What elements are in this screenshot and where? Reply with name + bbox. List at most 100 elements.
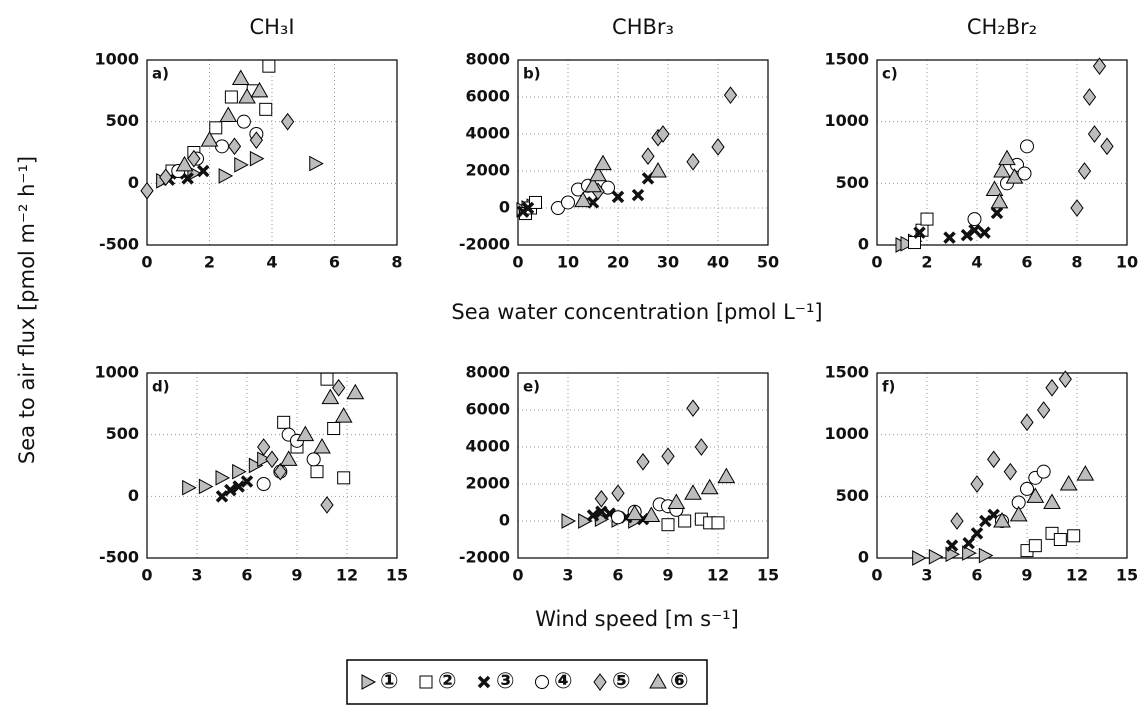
marker-triangle-right [900, 235, 916, 252]
marker-diamond [1082, 88, 1097, 106]
marker-triangle-up [1026, 487, 1045, 503]
y-tick-label: -2000 [459, 548, 510, 567]
marker-square [920, 212, 934, 226]
y-tick-label: 500 [836, 173, 869, 192]
marker-triangle-up [574, 191, 592, 208]
x-tick-label: 9 [1021, 566, 1032, 585]
marker-triangle-right [198, 478, 214, 495]
plot-frame [146, 372, 398, 559]
marker-diamond [723, 86, 738, 104]
marker-x [240, 475, 254, 488]
x-tick-label: 3 [921, 566, 932, 585]
marker-diamond [1087, 125, 1102, 143]
marker-diamond [265, 450, 279, 469]
x-tick-label: 8 [391, 253, 402, 272]
marker-square [209, 121, 223, 135]
legend-marker [361, 674, 377, 690]
marker-x [232, 480, 245, 493]
x-tick-label: 3 [562, 566, 573, 585]
y-tick-label: 0 [499, 511, 510, 530]
marker-circle [611, 510, 625, 525]
marker-square [262, 59, 276, 73]
marker-triangle-up [334, 407, 353, 423]
y-tick-label: 8000 [465, 363, 510, 382]
legend-label: ① [380, 669, 399, 694]
legend-label: ⑥ [670, 669, 689, 694]
marker-triangle-up [717, 467, 736, 484]
marker-diamond [320, 496, 334, 514]
x-tick-label: 0 [512, 566, 523, 585]
marker-x [521, 201, 535, 215]
marker-triangle-up [584, 176, 602, 193]
marker-x [962, 536, 975, 550]
x-tick-label: 9 [291, 566, 302, 585]
legend-marker [535, 675, 549, 689]
marker-triangle-right [182, 479, 197, 496]
marker-circle [561, 195, 575, 210]
marker-triangle-right [928, 548, 944, 565]
marker-x [197, 164, 210, 178]
x-tick-label: 4 [971, 253, 982, 272]
marker-diamond [686, 152, 700, 171]
plot-frame [876, 372, 1128, 559]
marker-square [1067, 529, 1081, 543]
marker-diamond [332, 378, 346, 397]
marker-diamond [187, 149, 201, 168]
panel-title: CH₂Br₂ [967, 15, 1037, 39]
legend-marker [649, 672, 667, 689]
y-tick-label: 500 [836, 486, 869, 505]
marker-diamond [140, 181, 154, 200]
marker-circle [306, 452, 321, 467]
marker-triangle-up [1005, 168, 1024, 184]
marker-x [595, 505, 608, 518]
marker-diamond [694, 438, 708, 456]
legend-box [346, 659, 708, 705]
y-tick-label: 0 [128, 486, 139, 505]
y-tick-label: 500 [106, 111, 139, 130]
marker-x [586, 509, 600, 522]
x-tick-label: 2 [204, 253, 215, 272]
marker-diamond [227, 137, 242, 156]
marker-triangle-up [313, 437, 331, 454]
x-tick-label: 0 [141, 566, 152, 585]
marker-triangle-up [985, 180, 1004, 196]
marker-diamond [970, 475, 984, 493]
marker-triangle-up [1043, 493, 1061, 509]
marker-triangle-up [231, 69, 250, 85]
marker-diamond [641, 147, 655, 166]
marker-triangle-right [218, 168, 234, 184]
y-tick-label: 0 [858, 235, 869, 254]
y-tick-label: 1000 [824, 111, 869, 130]
y-tick-label: 4000 [465, 437, 510, 456]
marker-square [277, 415, 291, 429]
marker-diamond [257, 438, 271, 456]
marker-diamond [661, 447, 675, 466]
y-tick-label: 1000 [94, 363, 139, 382]
y-tick-label: 0 [128, 173, 139, 192]
marker-triangle-right [978, 547, 994, 564]
plot-frame [517, 372, 769, 559]
marker-triangle-up [684, 484, 702, 500]
marker-triangle-up [993, 161, 1011, 178]
x-tick-label: 6 [329, 253, 340, 272]
x-tick-label: 12 [707, 566, 729, 585]
marker-triangle-up [279, 450, 298, 466]
marker-circle [256, 477, 271, 491]
marker-x [181, 172, 194, 185]
panel-label: f) [882, 378, 895, 396]
y-tick-label: 0 [499, 198, 510, 217]
marker-diamond [711, 138, 725, 156]
panel-label: e) [523, 378, 540, 396]
y-tick-label: 1500 [824, 50, 869, 69]
marker-triangle-up [321, 388, 340, 405]
y-tick-label: 1000 [824, 424, 869, 443]
marker-x [224, 483, 237, 497]
marker-circle [236, 114, 251, 129]
marker-triangle-up [1059, 474, 1078, 491]
marker-diamond [1092, 57, 1107, 76]
y-tick-label: 8000 [465, 50, 510, 69]
marker-triangle-right [561, 513, 577, 529]
plot-frame [517, 59, 769, 246]
y-tick-label: 2000 [465, 474, 510, 493]
